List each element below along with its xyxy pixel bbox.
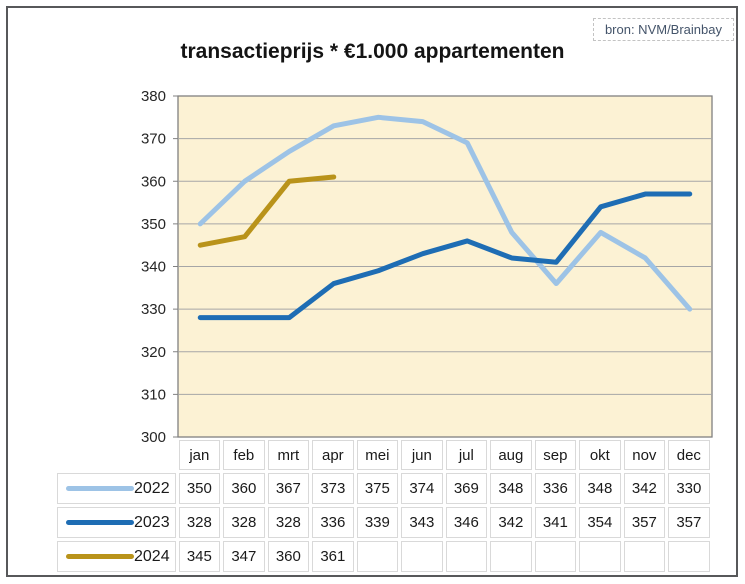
y-axis-label: 370 — [141, 131, 166, 148]
month-header-cell: nov — [623, 440, 666, 470]
y-axis-label: 350 — [141, 216, 166, 233]
legend-cell-2023: 2023 — [57, 507, 176, 538]
month-header-cell: dec — [668, 440, 710, 470]
value-cell: 339 — [356, 507, 399, 538]
value-cell: 367 — [267, 473, 310, 504]
month-header-cell: jan — [178, 440, 221, 470]
value-cell: 328 — [178, 507, 221, 538]
value-cell: 348 — [490, 473, 532, 504]
month-header-cell: feb — [223, 440, 265, 470]
table-corner-cell — [57, 440, 176, 470]
value-cell — [534, 541, 577, 572]
value-cell: 343 — [401, 507, 443, 538]
value-cell: 369 — [445, 473, 488, 504]
month-header-cell: mrt — [267, 440, 310, 470]
table-row: 2023 328 328 328 336 339 343 346 342 341 354 357 357 — [57, 507, 710, 538]
y-axis-label: 310 — [141, 386, 166, 403]
value-cell: 354 — [579, 507, 621, 538]
y-axis-label: 380 — [141, 88, 166, 105]
legend-swatch-2024 — [66, 554, 134, 559]
series-line-2023 — [197, 191, 693, 321]
table-row: 2022 350 360 367 373 375 374 369 348 336 348 342 330 — [57, 473, 710, 504]
legend-swatch-2023 — [66, 520, 134, 525]
value-cell: 328 — [223, 507, 265, 538]
month-header-cell: jun — [401, 440, 443, 470]
value-cell: 360 — [223, 473, 265, 504]
month-header-cell: sep — [534, 440, 577, 470]
value-cell — [445, 541, 488, 572]
month-header-row: jan feb mrt apr mei jun jul aug sep okt nov dec — [57, 440, 710, 470]
chart-title: transactieprijs * €1.000 appartementen — [180, 40, 565, 63]
value-cell — [623, 541, 666, 572]
data-table: jan feb mrt apr mei jun jul aug sep okt nov dec 2022… — [54, 437, 713, 575]
legend-cell-2022: 2022 — [57, 473, 176, 504]
series-name-label: 2023 — [134, 513, 170, 531]
value-cell: 373 — [312, 473, 354, 504]
value-cell: 360 — [267, 541, 310, 572]
y-axis-label: 300 — [141, 429, 166, 446]
value-cell: 357 — [623, 507, 666, 538]
value-cell — [401, 541, 443, 572]
value-cell — [490, 541, 532, 572]
series-name-label: 2022 — [134, 479, 170, 497]
data-table-region: jan feb mrt apr mei jun jul aug sep okt nov dec 2022… — [54, 437, 713, 575]
value-cell: 346 — [445, 507, 488, 538]
value-cell — [356, 541, 399, 572]
month-header-cell: aug — [490, 440, 532, 470]
y-axis-label: 320 — [141, 344, 166, 361]
value-cell: 336 — [312, 507, 354, 538]
month-header-cell: mei — [356, 440, 399, 470]
month-header-cell: okt — [579, 440, 621, 470]
legend-entry: 2023 — [58, 514, 175, 532]
value-cell: 330 — [668, 473, 710, 504]
value-cell: 375 — [356, 473, 399, 504]
value-cell — [668, 541, 710, 572]
value-cell: 350 — [178, 473, 221, 504]
value-cell: 348 — [579, 473, 621, 504]
series-line-2024 — [197, 174, 337, 248]
value-cell: 341 — [534, 507, 577, 538]
source-badge: bron: NVM/Brainbay — [592, 18, 734, 41]
legend-entry: 2024 — [58, 548, 175, 566]
month-header-cell: apr — [312, 440, 354, 470]
value-cell: 347 — [223, 541, 265, 572]
month-header-cell: jul — [445, 440, 488, 470]
value-cell: 374 — [401, 473, 443, 504]
y-axis-label: 340 — [141, 259, 166, 276]
value-cell: 345 — [178, 541, 221, 572]
y-axis-label: 360 — [141, 173, 166, 190]
legend-swatch-2022 — [66, 486, 134, 491]
series-line-2022 — [197, 114, 693, 312]
legend-entry: 2022 — [58, 480, 175, 498]
value-cell: 361 — [312, 541, 354, 572]
value-cell: 336 — [534, 473, 577, 504]
value-cell: 328 — [267, 507, 310, 538]
source-label: bron: NVM/Brainbay — [604, 22, 722, 37]
value-cell: 342 — [623, 473, 666, 504]
series-name-label: 2024 — [134, 547, 170, 565]
value-cell: 357 — [668, 507, 710, 538]
value-cell: 342 — [490, 507, 532, 538]
y-axis-label: 330 — [141, 301, 166, 318]
value-cell — [579, 541, 621, 572]
table-row: 2024 345 347 360 361 — [57, 541, 710, 572]
legend-cell-2024: 2024 — [57, 541, 176, 572]
